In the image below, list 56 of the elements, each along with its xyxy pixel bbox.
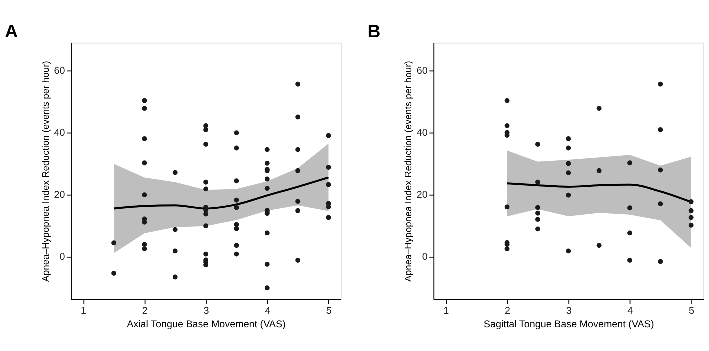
point <box>566 248 572 254</box>
y-tick-label: 0 <box>60 252 66 263</box>
point <box>596 168 602 174</box>
x-tick-label: 1 <box>444 306 450 318</box>
point <box>536 217 540 222</box>
y-tick-label: 40 <box>54 128 66 139</box>
point <box>566 161 572 166</box>
x-tick-label: 3 <box>204 306 210 318</box>
point <box>536 210 540 216</box>
point <box>628 258 632 263</box>
point <box>658 128 664 132</box>
point <box>658 202 664 207</box>
x-axis-title: Sagittal Tongue Base Movement (VAS) <box>484 320 654 331</box>
point <box>504 123 510 128</box>
point <box>628 206 632 211</box>
x-tick-label: 2 <box>504 306 510 318</box>
point <box>688 215 694 220</box>
y-tick-label: 60 <box>416 66 428 77</box>
x-tick-label: 5 <box>326 306 332 318</box>
point <box>688 199 694 204</box>
point <box>628 230 632 236</box>
point <box>658 82 664 87</box>
y-tick-label: 20 <box>54 190 66 201</box>
point <box>536 226 540 232</box>
point <box>504 204 510 210</box>
y-tick-label: 20 <box>416 190 428 201</box>
x-tick-label: 4 <box>265 306 272 318</box>
point <box>566 136 572 142</box>
point <box>566 146 572 151</box>
x-tick-label: 1 <box>81 306 88 318</box>
point <box>536 180 540 185</box>
y-tick-label: 0 <box>422 252 428 263</box>
point <box>536 142 540 147</box>
chart-title: B <box>368 21 381 42</box>
y-axis-title: Apnea–Hypopnea Index Reduction (events per hour) <box>40 61 52 282</box>
x-axis-title: Axial Tongue Base Movement (VAS) <box>127 320 286 331</box>
y-tick-label: 40 <box>416 128 428 139</box>
point <box>658 259 664 264</box>
point <box>536 205 540 210</box>
x-tick-label: 2 <box>142 306 148 318</box>
point <box>566 170 572 176</box>
y-tick-label: 60 <box>54 66 66 77</box>
x-tick-label: 5 <box>689 306 696 318</box>
x-tick-label: 3 <box>566 306 572 318</box>
y-axis-title: Apnea–Hypopnea Index Reduction (events per hour) <box>403 61 414 282</box>
point <box>658 168 664 173</box>
point <box>566 192 572 198</box>
point <box>596 106 602 112</box>
point <box>688 208 694 214</box>
x-tick-label: 4 <box>628 306 634 318</box>
point <box>688 223 694 228</box>
point <box>596 243 602 248</box>
point <box>504 98 510 104</box>
point <box>628 160 632 166</box>
point <box>504 246 510 252</box>
chart-title: A <box>5 21 18 42</box>
